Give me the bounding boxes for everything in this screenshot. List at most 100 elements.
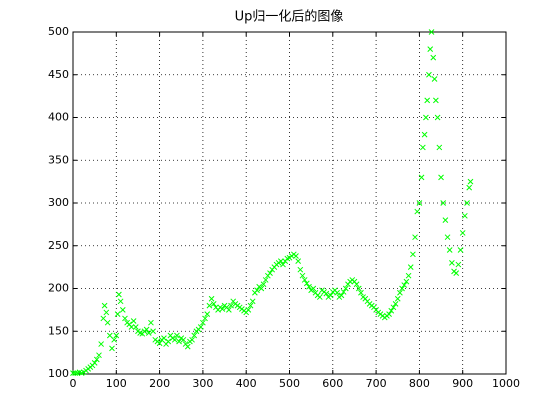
point [113, 332, 120, 339]
x-tick-label: 800 [409, 377, 430, 390]
point [130, 318, 137, 324]
x-tick-label: 300 [192, 377, 213, 390]
point [427, 46, 434, 52]
point [444, 234, 451, 241]
point [189, 336, 195, 343]
point [200, 319, 206, 326]
point [297, 266, 304, 273]
y-tick-label: 500 [48, 25, 69, 38]
point [457, 247, 464, 253]
point [421, 131, 428, 138]
point [412, 234, 418, 241]
point [342, 285, 349, 292]
y-tick-label: 400 [48, 111, 69, 124]
point [176, 338, 182, 345]
point [174, 332, 180, 339]
point [119, 307, 126, 313]
point [122, 315, 128, 322]
point [449, 259, 455, 266]
point [455, 261, 462, 268]
point [423, 114, 429, 121]
point [132, 324, 139, 330]
point [101, 302, 108, 309]
y-tick-label: 100 [48, 367, 69, 380]
point [161, 335, 167, 341]
point [93, 356, 100, 363]
point [100, 315, 107, 322]
point [414, 208, 421, 215]
x-tick-label: 500 [279, 377, 300, 390]
point [462, 212, 468, 219]
point [254, 287, 260, 294]
point [293, 253, 299, 259]
point [180, 336, 187, 343]
point [433, 97, 439, 104]
point [405, 272, 412, 279]
point [426, 71, 432, 78]
point [210, 301, 217, 307]
point [109, 345, 115, 352]
y-tick-label: 150 [48, 324, 69, 337]
point [438, 174, 444, 181]
x-tick-label: 0 [70, 377, 77, 390]
y-tick-label: 200 [48, 282, 69, 295]
point [323, 290, 330, 297]
point [104, 319, 111, 326]
y-tick-label: 300 [48, 196, 69, 209]
point [111, 336, 117, 343]
point [247, 302, 254, 309]
point [277, 258, 284, 264]
point [436, 144, 443, 151]
point [280, 261, 286, 268]
point [466, 184, 473, 191]
point [262, 277, 269, 283]
point [245, 307, 252, 313]
point [114, 311, 121, 318]
point [70, 370, 76, 376]
point [358, 289, 364, 296]
point [267, 270, 273, 276]
point [453, 270, 460, 276]
point [403, 278, 410, 285]
point [388, 307, 395, 314]
x-tick-label: 200 [149, 377, 170, 390]
point [431, 76, 438, 82]
point [249, 298, 256, 305]
point [165, 338, 172, 345]
point [334, 289, 340, 296]
point [219, 306, 226, 312]
point [418, 174, 425, 181]
point [446, 247, 453, 253]
point [145, 330, 152, 336]
point [156, 340, 163, 347]
point [416, 200, 423, 206]
point [260, 281, 267, 288]
point [72, 370, 79, 376]
point [434, 114, 441, 121]
point [303, 280, 310, 287]
point [390, 304, 397, 311]
point [143, 326, 150, 333]
point [128, 324, 135, 330]
point [392, 301, 399, 307]
point [420, 144, 426, 151]
point [226, 307, 232, 313]
point [467, 178, 474, 185]
point [399, 285, 405, 292]
point [394, 295, 401, 302]
point [306, 283, 312, 290]
point [355, 285, 362, 292]
y-tick-label: 450 [48, 68, 69, 81]
point [353, 281, 360, 288]
point [197, 324, 204, 330]
point [401, 282, 408, 288]
point [397, 289, 403, 296]
point [206, 302, 213, 309]
point [204, 311, 211, 318]
point [96, 352, 102, 359]
point [430, 54, 437, 61]
point [191, 332, 198, 339]
x-tick-label: 700 [366, 377, 387, 390]
point [442, 217, 449, 223]
point [407, 264, 414, 270]
